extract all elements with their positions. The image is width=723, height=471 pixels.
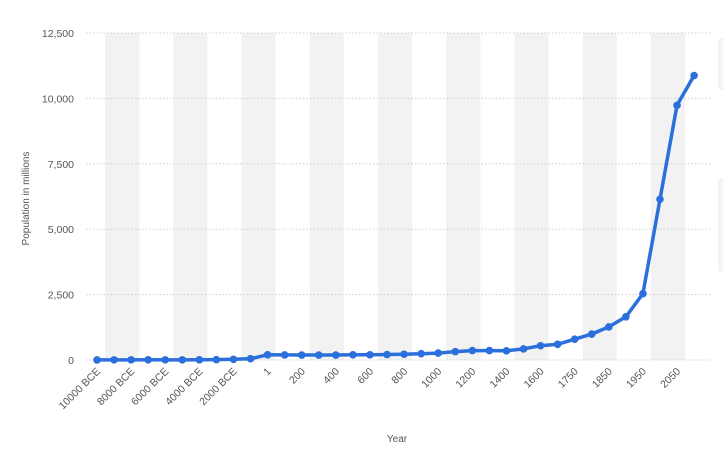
x-tick-label: 1400 xyxy=(488,366,513,391)
data-point xyxy=(673,101,681,110)
x-tick-label: 1950 xyxy=(624,366,649,391)
data-point xyxy=(570,335,579,344)
background-band xyxy=(582,33,617,360)
x-tick-label: 1 xyxy=(261,366,274,379)
y-tick-label: 0 xyxy=(68,355,74,367)
data-point xyxy=(622,313,630,321)
data-point xyxy=(417,349,425,358)
data-point xyxy=(451,347,460,356)
data-point xyxy=(656,195,664,204)
data-point xyxy=(519,345,528,353)
y-tick-label: 5,000 xyxy=(48,224,74,236)
data-point xyxy=(110,356,118,364)
data-point xyxy=(434,349,443,357)
y-tick-label: 7,500 xyxy=(48,159,74,171)
data-point xyxy=(263,350,272,359)
data-point xyxy=(587,330,596,338)
grid-lines xyxy=(86,32,712,361)
background-band xyxy=(309,33,344,360)
data-point xyxy=(127,356,135,364)
series-group xyxy=(93,71,698,364)
x-tick-label: 2050 xyxy=(658,366,683,391)
x-tick-label: 10000 BCE xyxy=(57,366,103,412)
data-point xyxy=(485,346,494,355)
data-point xyxy=(639,289,647,298)
x-tick-label: 2000 BCE xyxy=(197,366,239,408)
x-tick-label: 600 xyxy=(355,366,376,387)
y-axis-label: Population in millions xyxy=(21,152,32,246)
data-point xyxy=(144,356,152,364)
data-point xyxy=(212,355,221,364)
x-axis-label: Year xyxy=(387,434,408,445)
data-point xyxy=(553,340,562,349)
data-point xyxy=(161,356,170,364)
background-band xyxy=(377,33,413,360)
background-band xyxy=(446,33,481,360)
background-band xyxy=(650,33,686,360)
x-tick-label: 400 xyxy=(321,366,342,387)
x-tick-label: 1750 xyxy=(556,366,581,391)
data-point xyxy=(280,351,289,359)
background-band xyxy=(173,33,208,360)
data-point xyxy=(400,350,408,359)
data-point xyxy=(314,351,323,359)
x-tick-label: 200 xyxy=(287,366,308,387)
background-band xyxy=(105,33,140,360)
background-band xyxy=(514,33,549,360)
y-tick-label: 2,500 xyxy=(48,290,74,302)
background-band xyxy=(241,33,276,360)
x-tick-label: 1850 xyxy=(590,366,615,391)
x-tick-label: 800 xyxy=(389,366,410,387)
data-point xyxy=(468,346,477,355)
background-bands xyxy=(105,33,686,360)
y-tick-label: 10,000 xyxy=(42,93,74,105)
x-tick-label: 1000 xyxy=(419,366,444,391)
x-tick-label: 1600 xyxy=(522,366,547,391)
data-point xyxy=(605,323,613,331)
data-point xyxy=(195,356,204,364)
data-point xyxy=(383,350,391,359)
data-point xyxy=(178,356,187,364)
data-point xyxy=(297,351,306,359)
data-point xyxy=(229,355,238,364)
y-tick-label: 12,500 xyxy=(42,28,74,40)
side-panel-edge xyxy=(718,38,723,90)
data-point xyxy=(332,351,340,359)
data-point xyxy=(536,341,545,350)
data-point xyxy=(246,354,255,363)
side-panel-edge xyxy=(718,178,723,272)
data-point xyxy=(93,356,101,364)
data-point xyxy=(502,347,511,355)
data-point xyxy=(349,350,357,359)
x-tick-label: 1200 xyxy=(453,366,478,391)
data-point xyxy=(366,350,374,359)
data-point xyxy=(690,71,698,80)
y-tick-labels: 0 2,500 5,000 7,500 10,000 12,500 xyxy=(42,28,74,367)
